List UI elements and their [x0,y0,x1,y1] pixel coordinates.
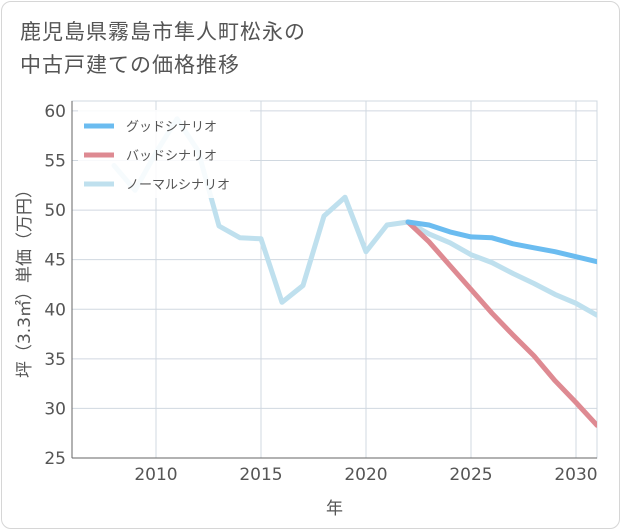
y-tick-label: 40 [44,300,66,320]
legend-label-bad: バッドシナリオ [126,149,217,164]
chart-title-line-2: 中古戸建ての価格推移 [20,53,240,77]
x-tick-label: 2010 [134,465,177,485]
x-axis-label: 年 [326,499,343,519]
y-tick-label: 55 [44,152,66,172]
y-tick-label: 60 [44,102,66,122]
legend-label-good: グッドシナリオ [126,120,217,135]
x-tick-label: 2030 [554,465,597,485]
series-line-good [405,219,597,265]
x-tick-label: 2020 [344,465,387,485]
legend-label-normal: ノーマルシナリオ [126,178,230,193]
y-tick-label: 50 [44,201,66,221]
y-tick-label: 30 [44,399,66,419]
y-tick-label: 35 [44,350,66,370]
y-tick-label: 45 [44,251,66,271]
y-tick-label: 25 [44,449,66,469]
axes: 25 30 35 40 45 50 55 60 2010 2015 2020 2025 2030 [44,101,598,485]
y-axis-label: 坪（3.3㎡）単価（万円） [15,181,35,378]
x-tick-label: 2025 [449,465,492,485]
x-tick-label: 2015 [239,465,282,485]
chart-title-line-1: 鹿児島県霧島市隼人町松永の [20,20,306,44]
chart-title: 鹿児島県霧島市隼人町松永の 中古戸建ての価格推移 [20,16,306,82]
series-line-bad [405,219,597,428]
